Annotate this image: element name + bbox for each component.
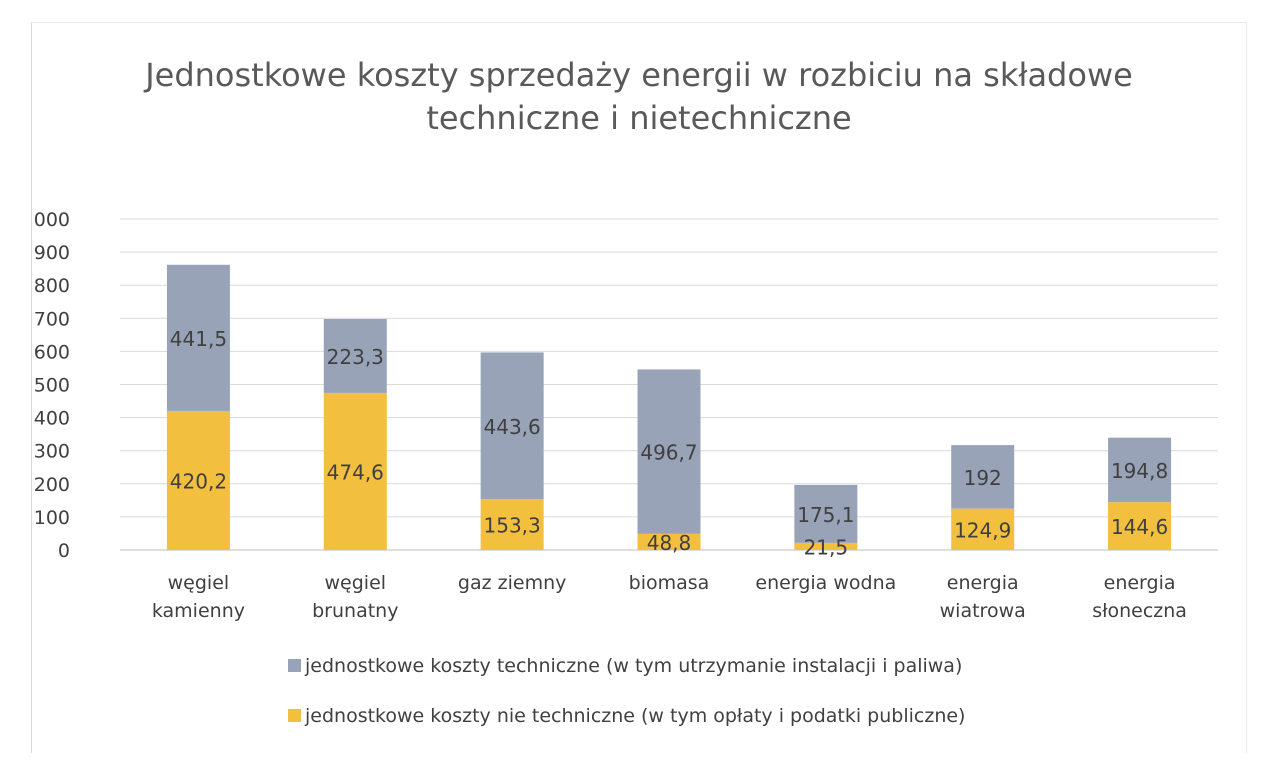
bar-segment-series-0 bbox=[323, 392, 387, 550]
data-label: 144,6 bbox=[1111, 515, 1168, 539]
chart-title-line-1: Jednostkowe koszty sprzedaży energii w r… bbox=[143, 56, 1133, 94]
bar-segment-series-0 bbox=[1108, 502, 1172, 550]
bar-segment-series-0 bbox=[951, 508, 1015, 550]
y-tick-label: 600 bbox=[34, 341, 70, 363]
y-axis: 0 100 200 300 400 500 600 700 800 900 1000 bbox=[32, 209, 70, 562]
data-label: 175,1 bbox=[797, 503, 854, 527]
data-label: 153,3 bbox=[484, 514, 541, 538]
bar-segment-series-0 bbox=[637, 533, 701, 550]
chart-title-line-2: techniczne i nietechniczne bbox=[426, 99, 851, 137]
bar-segment-series-1 bbox=[323, 318, 387, 393]
data-label: 223,3 bbox=[327, 345, 384, 369]
legend-label: jednostkowe koszty techniczne (w tym utr… bbox=[304, 655, 962, 677]
bar-segment-series-0 bbox=[166, 410, 230, 550]
x-category-label: węgiel bbox=[325, 572, 387, 594]
data-label: 443,6 bbox=[484, 415, 541, 439]
bar-segment-series-1 bbox=[794, 484, 858, 543]
data-label: 194,8 bbox=[1111, 459, 1168, 483]
bar-segment-series-0 bbox=[794, 542, 858, 550]
y-tick-label: 500 bbox=[34, 375, 70, 397]
legend-swatch bbox=[288, 709, 301, 722]
x-category-label: węgiel bbox=[168, 572, 230, 594]
y-tick-label: 700 bbox=[34, 308, 70, 330]
data-label: 48,8 bbox=[647, 531, 692, 555]
legend-swatch bbox=[288, 659, 301, 672]
y-tick-label: 0 bbox=[58, 540, 70, 562]
y-tick-label: 1000 bbox=[32, 209, 70, 231]
x-axis: węgiel kamienny węgiel brunatny gaz ziemny bi… bbox=[152, 572, 1187, 622]
x-category-label: energia bbox=[1104, 572, 1176, 594]
bar-segment-series-1 bbox=[951, 445, 1015, 509]
x-category-label: energia wodna bbox=[755, 572, 896, 594]
y-tick-label: 300 bbox=[34, 441, 70, 463]
data-label: 21,5 bbox=[804, 535, 849, 559]
y-tick-label: 400 bbox=[34, 408, 70, 430]
y-tick-label: 200 bbox=[34, 474, 70, 496]
legend: jednostkowe koszty techniczne (w tym utr… bbox=[288, 655, 965, 727]
data-label: 420,2 bbox=[170, 469, 227, 493]
stacked-bar-chart: Jednostkowe koszty sprzedaży energii w r… bbox=[32, 56, 1218, 727]
bar-segment-series-0 bbox=[480, 499, 544, 550]
x-category-label: słoneczna bbox=[1092, 600, 1187, 622]
y-tick-label: 100 bbox=[34, 507, 70, 529]
data-label: 496,7 bbox=[640, 441, 697, 465]
x-category-label: wiatrowa bbox=[940, 600, 1026, 622]
data-label: 192 bbox=[964, 466, 1002, 490]
data-label: 124,9 bbox=[954, 518, 1011, 542]
legend-label: jednostkowe koszty nie techniczne (w tym… bbox=[304, 705, 965, 727]
x-category-label: gaz ziemny bbox=[458, 572, 566, 594]
data-label: 441,5 bbox=[170, 327, 227, 351]
bar-segment-series-1 bbox=[480, 352, 544, 500]
bar-segment-series-1 bbox=[1108, 437, 1172, 503]
chart-frame: Jednostkowe koszty sprzedaży energii w r… bbox=[31, 22, 1247, 753]
bar-segment-series-1 bbox=[166, 264, 230, 411]
x-category-label: biomasa bbox=[629, 572, 710, 594]
x-category-label: energia bbox=[947, 572, 1019, 594]
y-tick-label: 800 bbox=[34, 275, 70, 297]
y-tick-label: 900 bbox=[34, 242, 70, 264]
bar-segment-series-1 bbox=[637, 369, 701, 534]
data-label: 474,6 bbox=[327, 460, 384, 484]
bars bbox=[166, 264, 1172, 550]
x-category-label: brunatny bbox=[312, 600, 398, 622]
data-labels: 420,2 441,5 474,6 223,3 153,3 443,6 48,8 496,7 2… bbox=[170, 327, 1168, 560]
chart-title: Jednostkowe koszty sprzedaży energii w r… bbox=[143, 56, 1133, 137]
x-category-label: kamienny bbox=[152, 600, 245, 622]
